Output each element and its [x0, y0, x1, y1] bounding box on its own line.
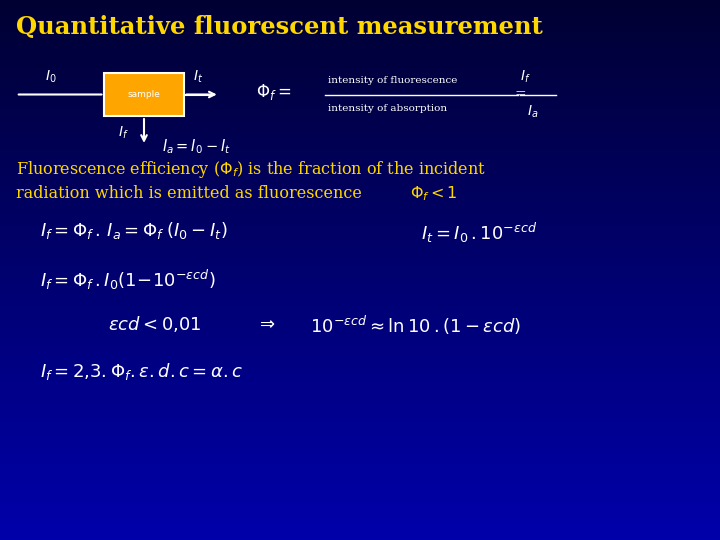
Text: $\Phi_f < 1$: $\Phi_f < 1$ [410, 185, 458, 204]
Text: $\Phi_f =$: $\Phi_f =$ [256, 82, 291, 102]
Text: $I_f = \Phi_f\,.I_0(1\!-\!10^{-\varepsilon cd})$: $I_f = \Phi_f\,.I_0(1\!-\!10^{-\varepsil… [40, 267, 215, 292]
Text: $I_f$: $I_f$ [520, 69, 531, 85]
Text: =: = [515, 87, 526, 102]
Text: $10^{-\varepsilon cd}\approx \ln 10\,.(1-\varepsilon cd)$: $10^{-\varepsilon cd}\approx \ln 10\,.(1… [310, 314, 521, 338]
Text: Quantitative fluorescent measurement: Quantitative fluorescent measurement [16, 15, 543, 39]
Text: $I_a = I_0 - I_t$: $I_a = I_0 - I_t$ [162, 138, 231, 157]
Text: sample: sample [127, 90, 161, 99]
Text: $I_t$: $I_t$ [193, 69, 203, 85]
Text: $I_0$: $I_0$ [45, 69, 56, 85]
Text: $I_a$: $I_a$ [527, 104, 539, 120]
Text: $\varepsilon cd < 0{,}01$: $\varepsilon cd < 0{,}01$ [108, 314, 202, 334]
Text: intensity of fluorescence: intensity of fluorescence [328, 76, 457, 85]
Text: radiation which is emitted as fluorescence: radiation which is emitted as fluorescen… [16, 185, 361, 201]
Text: intensity of absorption: intensity of absorption [328, 104, 446, 113]
Text: Fluorescence efficiency ($\Phi_f$) is the fraction of the incident: Fluorescence efficiency ($\Phi_f$) is th… [16, 159, 486, 180]
Text: $I_f = \Phi_f\,.\,I_a = \Phi_f\;(I_0 - I_t)$: $I_f = \Phi_f\,.\,I_a = \Phi_f\;(I_0 - I… [40, 220, 228, 241]
Text: $I_f = 2{,}3.\Phi_f.\varepsilon.d.c = \alpha.c$: $I_f = 2{,}3.\Phi_f.\varepsilon.d.c = \a… [40, 361, 243, 382]
Text: $I_f$: $I_f$ [119, 124, 129, 140]
Text: $I_t = I_0\,.10^{-\varepsilon cd}$: $I_t = I_0\,.10^{-\varepsilon cd}$ [421, 220, 537, 245]
Text: $\Rightarrow$: $\Rightarrow$ [256, 314, 275, 332]
Bar [104, 73, 184, 116]
